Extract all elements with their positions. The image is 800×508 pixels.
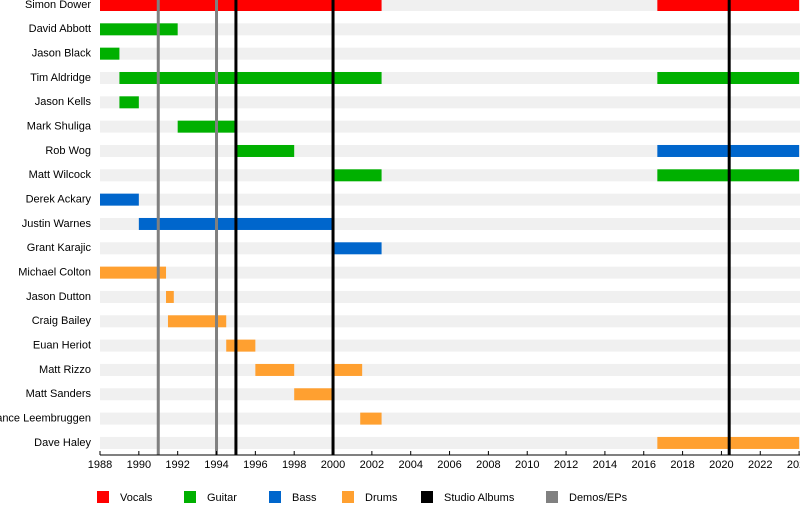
membership-bar bbox=[100, 47, 120, 60]
row-band bbox=[100, 339, 800, 352]
x-tick-label: 2008 bbox=[476, 459, 500, 471]
membership-bar bbox=[100, 266, 167, 279]
member-name: Lance Leembruggen bbox=[0, 413, 91, 425]
legend-label: Drums bbox=[365, 492, 398, 504]
x-tick-label: 2014 bbox=[593, 459, 617, 471]
legend-swatch bbox=[269, 491, 281, 503]
member-name: Dave Haley bbox=[34, 437, 91, 449]
legend-swatch bbox=[184, 491, 196, 503]
member-name: Justin Warnes bbox=[22, 218, 92, 230]
row-band bbox=[100, 120, 800, 133]
legend-label: Guitar bbox=[207, 492, 237, 504]
legend-label: Demos/EPs bbox=[569, 492, 628, 504]
row-band bbox=[100, 388, 800, 401]
member-name: Matt Sanders bbox=[26, 388, 92, 400]
row-band bbox=[100, 0, 800, 11]
member-name: Derek Ackary bbox=[26, 194, 92, 206]
legend-swatch bbox=[546, 491, 558, 503]
x-tick-label: 2020 bbox=[709, 459, 733, 471]
membership-bar bbox=[255, 363, 295, 376]
x-tick-label: 2006 bbox=[437, 459, 461, 471]
member-name: Matt Rizzo bbox=[39, 364, 91, 376]
row-band bbox=[100, 23, 800, 36]
legend-swatch bbox=[97, 491, 109, 503]
row-band bbox=[100, 169, 800, 182]
legend-label: Vocals bbox=[120, 492, 153, 504]
row-band bbox=[100, 96, 800, 109]
x-tick-label: 1990 bbox=[127, 459, 151, 471]
membership-bar bbox=[100, 193, 139, 206]
row-band bbox=[100, 193, 800, 206]
membership-bar bbox=[177, 120, 236, 133]
member-name: Jason Black bbox=[32, 48, 92, 60]
row-band bbox=[100, 290, 800, 303]
membership-bar bbox=[294, 388, 334, 401]
membership-bar bbox=[100, 23, 178, 36]
membership-bar bbox=[235, 144, 295, 157]
row-band bbox=[100, 412, 800, 425]
x-tick-label: 2022 bbox=[748, 459, 772, 471]
member-name: Michael Colton bbox=[18, 267, 91, 279]
x-tick-label: 1994 bbox=[204, 459, 228, 471]
x-tick-label: 2018 bbox=[670, 459, 694, 471]
member-name: Mark Shuliga bbox=[27, 121, 92, 133]
membership-bar bbox=[167, 315, 227, 328]
membership-bar bbox=[119, 71, 382, 84]
member-name: Rob Wog bbox=[45, 145, 91, 157]
x-tick-label: 2004 bbox=[398, 459, 422, 471]
membership-bar bbox=[119, 96, 139, 109]
member-name: Tim Aldridge bbox=[30, 72, 91, 84]
member-name: Matt Wilcock bbox=[29, 169, 92, 181]
x-tick-label: 1998 bbox=[282, 459, 306, 471]
x-tick-label: 2016 bbox=[632, 459, 656, 471]
row-band bbox=[100, 363, 800, 376]
member-name: Jason Kells bbox=[35, 96, 92, 108]
x-tick-label: 2000 bbox=[321, 459, 345, 471]
row-band bbox=[100, 266, 800, 279]
legend-label: Bass bbox=[292, 492, 317, 504]
member-name: Euan Heriot bbox=[33, 340, 91, 352]
x-tick-label: 1988 bbox=[88, 459, 112, 471]
x-tick-label: 2010 bbox=[515, 459, 539, 471]
membership-bar bbox=[360, 412, 382, 425]
member-name: Grant Karajic bbox=[27, 242, 92, 254]
x-tick-label: 1996 bbox=[243, 459, 267, 471]
membership-bar bbox=[100, 0, 382, 11]
x-tick-label: 2024 bbox=[787, 459, 800, 471]
membership-bar bbox=[226, 339, 256, 352]
member-name: Craig Bailey bbox=[32, 315, 92, 327]
membership-bar bbox=[333, 242, 382, 255]
member-name: Simon Dower bbox=[25, 0, 91, 11]
membership-bar bbox=[333, 169, 382, 182]
x-tick-label: 1992 bbox=[165, 459, 189, 471]
row-band bbox=[100, 47, 800, 60]
legend-label: Studio Albums bbox=[444, 492, 515, 504]
member-name: Jason Dutton bbox=[26, 291, 91, 303]
legend-swatch bbox=[342, 491, 354, 503]
x-tick-label: 2012 bbox=[554, 459, 578, 471]
membership-bar bbox=[333, 363, 363, 376]
row-band bbox=[100, 242, 800, 255]
member-name: David Abbott bbox=[29, 23, 91, 35]
legend-swatch bbox=[421, 491, 433, 503]
x-tick-label: 2002 bbox=[360, 459, 384, 471]
row-band bbox=[100, 436, 800, 449]
membership-bar bbox=[166, 290, 174, 303]
row-band bbox=[100, 315, 800, 328]
